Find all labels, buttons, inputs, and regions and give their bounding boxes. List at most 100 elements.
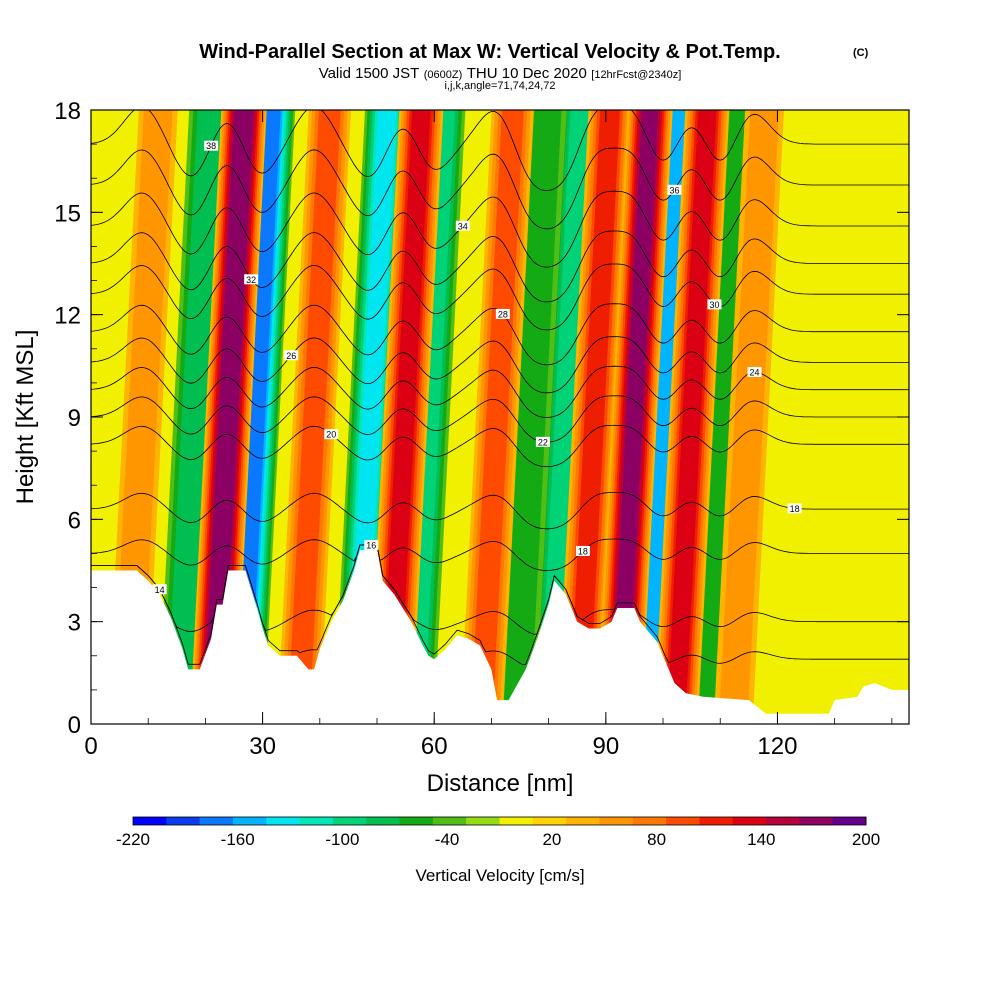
theta-label: 20	[324, 429, 339, 440]
colorbar-tick-label: 200	[852, 830, 880, 849]
theta-label-text: 36	[669, 185, 679, 195]
theta-contour-line	[91, 365, 909, 418]
colorbar-frame	[132, 816, 867, 826]
theta-label: 38	[204, 140, 219, 151]
theta-label: 34	[455, 220, 470, 231]
velocity-contour-fill	[166, 110, 222, 724]
colorbar-swatch	[332, 817, 367, 825]
theta-label-text: 20	[326, 430, 336, 440]
theta-label-text: 18	[790, 504, 800, 514]
velocity-contour-fill	[287, 110, 341, 724]
colorbar-tick-label: 20	[542, 830, 561, 849]
colorbar-swatch	[732, 817, 767, 825]
colorbar-swatch	[466, 817, 500, 825]
x-tick-label: 60	[421, 733, 448, 760]
updraft-band	[713, 110, 784, 724]
velocity-contour-fill	[610, 110, 659, 724]
y-tick-label: 18	[54, 98, 81, 125]
theta-contour-line	[91, 424, 909, 468]
theta-label: 28	[495, 308, 510, 319]
velocity-contour-fill	[501, 110, 562, 724]
colorbar-swatch	[499, 817, 534, 825]
theta-label: 30	[707, 299, 722, 310]
theta-label: 14	[152, 584, 167, 595]
colorbar-swatch	[199, 817, 234, 825]
theta-label-text: 16	[366, 540, 376, 550]
updraft-band	[653, 110, 730, 724]
velocity-contour-fill	[568, 110, 620, 724]
theta-contour-line	[91, 110, 909, 191]
colorbar-swatch	[432, 817, 467, 825]
velocity-contour-fill	[638, 110, 688, 724]
x-tick-label: 90	[592, 733, 619, 760]
y-tick-label: 12	[54, 303, 81, 330]
velocity-contour-fill	[718, 110, 779, 724]
theta-label: 32	[244, 274, 259, 285]
theta-label-text: 34	[458, 221, 468, 231]
x-tick-label: 120	[757, 733, 797, 760]
updraft-band	[596, 110, 673, 724]
colorbar-swatch	[166, 817, 201, 825]
plot-area: 14 16 18 18 20 22 24 26 28 30 32 34 36 38	[91, 110, 909, 724]
theta-contour-line	[91, 538, 909, 571]
contour-labels: 14 16 18 18 20 22 24 26 28 30 32 34 36 38	[152, 140, 802, 595]
theta-label-text: 24	[750, 367, 760, 377]
theta-label-text: 26	[286, 351, 296, 361]
colorbar-swatch	[366, 817, 400, 825]
theta-label: 26	[284, 350, 299, 361]
colorbar-swatch	[233, 817, 267, 825]
colorbar: -220 -160 -100 -40 20 80 140 200	[116, 816, 880, 849]
theta-label: 24	[747, 366, 762, 377]
theta-contour-line	[91, 492, 909, 530]
x-axis-label: Distance [nm]	[427, 770, 574, 797]
velocity-contour-fill	[539, 110, 593, 724]
theta-contour-line	[91, 230, 909, 303]
theta-contour-line	[91, 544, 909, 635]
colorbar-swatch	[632, 817, 667, 825]
theta-label-text: 28	[498, 309, 508, 319]
x-tick-label: 0	[84, 733, 97, 760]
colorbar-swatch	[299, 817, 334, 825]
chart-subtitle: Valid 1500 JST (0600Z) THU 10 Dec 2020 […	[319, 65, 682, 82]
chart-title-units: (C)	[853, 47, 869, 59]
y-tick-label: 3	[68, 610, 81, 637]
updraft-band	[189, 110, 267, 724]
y-tick-label: 15	[54, 200, 81, 227]
colorbar-swatch	[666, 817, 700, 825]
downdraft-band	[496, 110, 567, 724]
colorbar-swatch	[599, 817, 634, 825]
y-tick-label: 6	[68, 507, 81, 534]
colorbar-swatch	[399, 817, 434, 825]
theta-label-text: 18	[578, 546, 588, 556]
theta-label-text: 32	[246, 275, 256, 285]
velocity-contour-fill	[380, 110, 431, 724]
x-tick-label: 30	[249, 733, 276, 760]
chart-subtitle-indices: i,j,k,angle=71,74,24,72	[444, 80, 555, 92]
theta-contour-line	[91, 147, 909, 230]
colorbar-tick-label: 80	[647, 830, 666, 849]
theta-label-text: 14	[155, 585, 165, 595]
y-tick-label: 9	[68, 405, 81, 432]
colorbar-swatch	[699, 817, 734, 825]
colorbar-tick-label: -220	[116, 830, 150, 849]
colorbar-swatch	[766, 817, 800, 825]
terrain-mask	[91, 550, 909, 724]
chart-title: Wind-Parallel Section at Max W: Vertical…	[199, 41, 780, 63]
theta-label: 16	[364, 539, 379, 550]
theta-contour-line	[91, 336, 909, 394]
colorbar-tick-label: -100	[325, 830, 359, 849]
colorbar-swatch	[532, 817, 567, 825]
theta-contour-line	[91, 395, 909, 443]
colorbar-tick-label: 140	[747, 830, 775, 849]
velocity-contour-fill	[666, 110, 717, 724]
theta-label: 18	[575, 545, 590, 556]
velocity-contour-fill	[470, 110, 524, 724]
updraft-band	[367, 110, 444, 724]
colorbar-swatch	[133, 817, 167, 825]
colorbar-swatch	[799, 817, 834, 825]
theta-label-text: 22	[538, 437, 548, 447]
colorbar-tick-label: -160	[221, 830, 255, 849]
y-axis-label: Height [Kft MSL]	[12, 330, 39, 505]
theta-label-text: 30	[710, 300, 720, 310]
